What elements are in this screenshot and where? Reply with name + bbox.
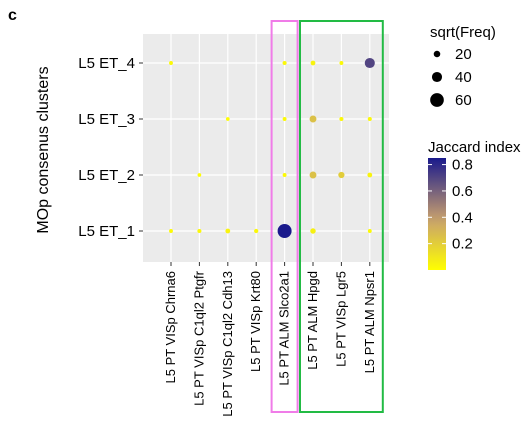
color-legend-label: 0.4 <box>452 209 473 226</box>
data-point <box>225 117 230 121</box>
data-point <box>339 61 344 65</box>
size-legend: sqrt(Freq) 20 40 60 <box>430 24 496 109</box>
data-point <box>310 228 316 234</box>
size-legend-title: sqrt(Freq) <box>430 24 496 41</box>
y-tick-label: L5 ET_4 <box>78 55 135 72</box>
x-tick-label: L5 PT VISp C1ql2 Ptgfr <box>191 270 206 406</box>
data-point <box>367 116 372 122</box>
x-tick-label: L5 PT VISp Chrna6 <box>163 271 178 384</box>
color-legend: Jaccard index 0.2 0.4 0.6 0.8 <box>428 139 521 270</box>
data-point <box>169 61 173 65</box>
data-point <box>225 228 231 234</box>
highlight-boxes <box>270 20 384 413</box>
data-point <box>309 115 317 123</box>
x-tick-label: L5 PT ALM Slco2a1 <box>277 271 292 386</box>
x-tick-label: L5 PT ALM Npsr1 <box>362 271 377 373</box>
color-legend-label: 0.8 <box>452 157 473 174</box>
y-axis-label: MOp consenus clusters <box>35 66 52 233</box>
highlight-box <box>270 20 299 413</box>
panel-label: c <box>8 7 17 24</box>
size-legend-key <box>430 93 444 107</box>
color-legend-label: 0.6 <box>452 183 473 200</box>
x-tick-labels: L5 PT VISp Chrna6 L5 PT VISp C1ql2 Ptgfr L… <box>163 262 377 417</box>
x-tick-label: L5 PT VISp C1ql2 Cdh13 <box>220 271 235 417</box>
size-legend-label: 60 <box>455 92 472 109</box>
highlight-box <box>299 20 384 413</box>
y-tick-label: L5 ET_2 <box>78 167 135 184</box>
data-point <box>254 228 259 234</box>
y-tick-labels: L5 ET_1 L5 ET_2 L5 ET_3 L5 ET_4 <box>78 55 143 240</box>
color-legend-label: 0.2 <box>452 236 473 253</box>
plot-background <box>143 34 389 262</box>
plot-area <box>143 34 389 262</box>
data-point <box>310 60 316 66</box>
color-legend-title: Jaccard index <box>428 139 521 156</box>
data-point <box>338 171 345 179</box>
y-tick-label: L5 ET_1 <box>78 223 135 240</box>
data-point <box>282 117 287 121</box>
data-point <box>282 173 287 177</box>
data-point <box>367 229 372 233</box>
y-tick-label: L5 ET_3 <box>78 111 135 128</box>
data-point <box>169 229 173 233</box>
data-point <box>364 57 375 69</box>
size-legend-label: 40 <box>455 69 472 86</box>
x-tick-label: L5 PT ALM Hpgd <box>305 271 320 370</box>
x-tick-label: L5 PT VISp Krt80 <box>248 271 263 372</box>
size-legend-key <box>433 50 441 58</box>
data-point <box>282 60 287 66</box>
data-point <box>309 171 317 179</box>
x-tick-label: L5 PT VISp Lgr5 <box>333 271 348 367</box>
data-point <box>197 228 202 234</box>
data-point <box>197 173 202 177</box>
data-point <box>339 116 344 122</box>
color-legend-bar <box>428 158 446 270</box>
data-point <box>367 172 373 178</box>
size-legend-key <box>431 71 443 83</box>
size-legend-label: 20 <box>455 46 472 63</box>
data-point <box>277 224 292 238</box>
